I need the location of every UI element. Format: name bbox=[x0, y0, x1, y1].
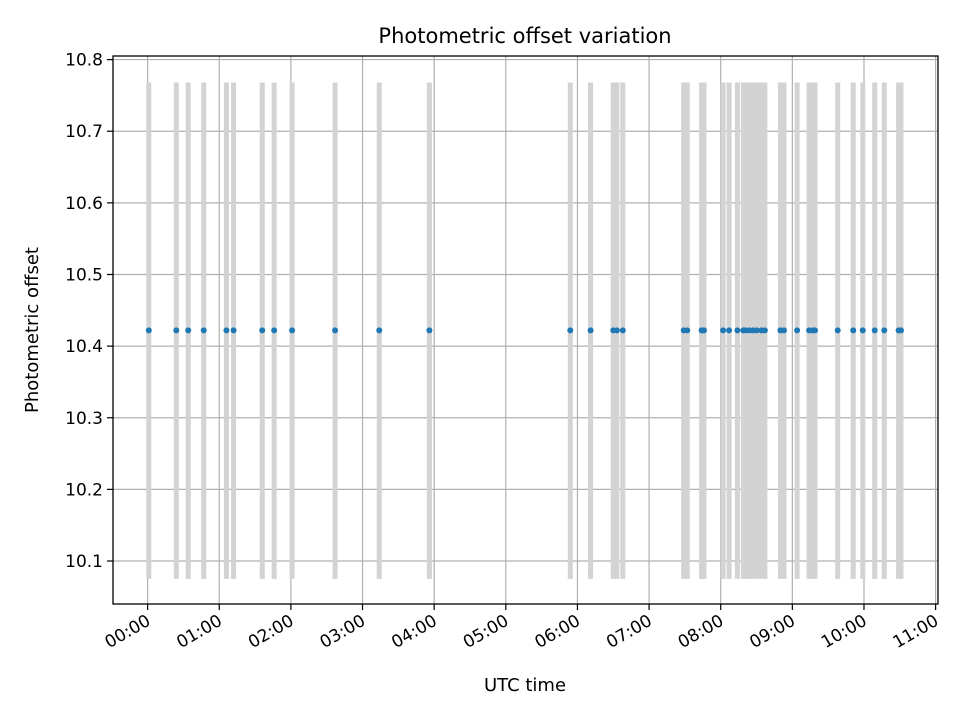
data-point bbox=[780, 327, 787, 334]
y-tick-label: 10.2 bbox=[65, 480, 103, 500]
data-point bbox=[376, 327, 383, 334]
y-axis-label: Photometric offset bbox=[22, 247, 43, 413]
y-tick-label: 10.3 bbox=[65, 409, 103, 429]
data-point bbox=[700, 327, 707, 334]
y-tick-label: 10.8 bbox=[65, 51, 103, 71]
x-axis-label: UTC time bbox=[484, 675, 566, 696]
data-point bbox=[734, 327, 741, 334]
data-point bbox=[726, 327, 733, 334]
data-point bbox=[200, 327, 207, 334]
data-point bbox=[173, 327, 180, 334]
y-tick-label: 10.1 bbox=[65, 552, 103, 572]
data-point bbox=[259, 327, 266, 334]
data-point bbox=[871, 327, 878, 334]
data-point bbox=[850, 327, 857, 334]
y-tick-label: 10.4 bbox=[65, 337, 103, 357]
data-point bbox=[567, 327, 574, 334]
data-point bbox=[613, 327, 620, 334]
data-point bbox=[271, 327, 278, 334]
data-point bbox=[834, 327, 841, 334]
data-point bbox=[720, 327, 727, 334]
data-point bbox=[185, 327, 192, 334]
data-point bbox=[812, 327, 819, 334]
data-points bbox=[145, 327, 904, 334]
data-point bbox=[684, 327, 691, 334]
y-tick-label: 10.5 bbox=[65, 265, 103, 285]
chart-title: Photometric offset variation bbox=[378, 24, 671, 48]
y-tick-label: 10.7 bbox=[65, 122, 103, 142]
data-point bbox=[145, 327, 152, 334]
data-point bbox=[619, 327, 626, 334]
data-point bbox=[761, 327, 768, 334]
data-point bbox=[881, 327, 888, 334]
y-axis: 10.1 10.2 10.3 10.4 10.5 10.6 10.7 10.8 bbox=[65, 51, 113, 572]
data-point bbox=[897, 327, 904, 334]
data-point bbox=[859, 327, 866, 334]
data-point bbox=[753, 327, 760, 334]
data-point bbox=[426, 327, 433, 334]
data-point bbox=[230, 327, 237, 334]
data-point bbox=[289, 327, 296, 334]
y-tick-label: 10.6 bbox=[65, 194, 103, 214]
data-point bbox=[794, 327, 801, 334]
plot-frame bbox=[112, 55, 939, 605]
data-point bbox=[223, 327, 230, 334]
data-point bbox=[332, 327, 339, 334]
data-point bbox=[587, 327, 594, 334]
